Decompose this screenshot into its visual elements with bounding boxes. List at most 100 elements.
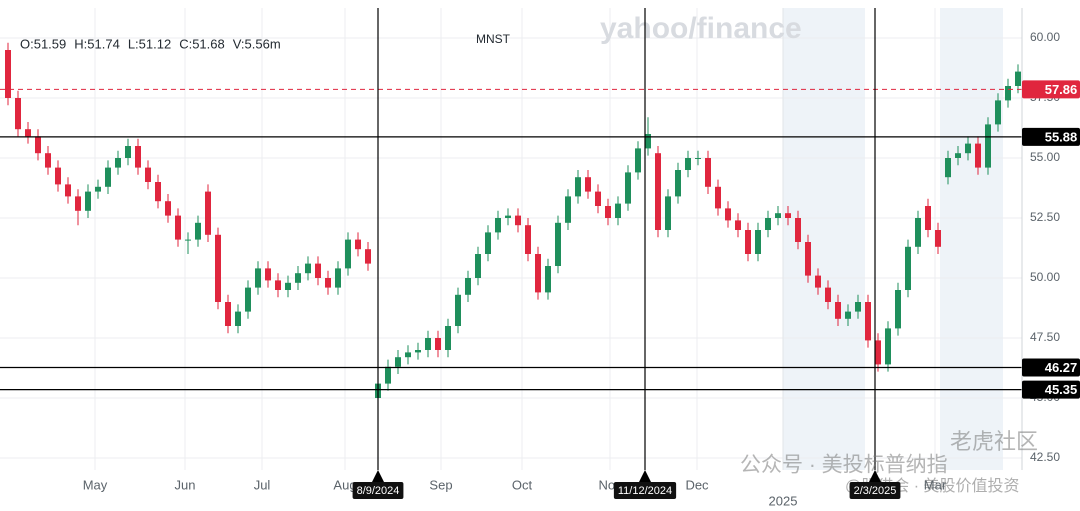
candle-body: [105, 167, 111, 187]
candle-body: [775, 213, 781, 218]
candle-body: [885, 328, 891, 365]
price-tag-label: 46.27: [1045, 360, 1078, 375]
candle-body: [1005, 86, 1011, 101]
price-tag-label: 57.86: [1045, 82, 1078, 97]
candle-body: [845, 311, 851, 319]
candle-body: [575, 177, 581, 197]
candle-body: [245, 287, 251, 312]
candle-body: [545, 266, 551, 293]
plot: [0, 8, 1022, 470]
candle-body: [525, 225, 531, 254]
candle-body: [125, 146, 131, 158]
candle-body: [595, 191, 601, 206]
candle-body: [295, 273, 301, 283]
candle-body: [685, 158, 691, 170]
candle-body: [765, 218, 771, 230]
candle-body: [605, 206, 611, 218]
date-marker-arrow: [869, 470, 881, 482]
price-tag: [1022, 80, 1080, 99]
candle-body: [675, 170, 681, 197]
candle-body: [925, 206, 931, 230]
candle-body: [405, 352, 411, 358]
candle-body: [255, 268, 261, 288]
candle-body: [285, 282, 291, 290]
candle-body: [145, 167, 151, 182]
candle-body: [25, 129, 31, 137]
candle-body: [485, 232, 491, 254]
candle-body: [195, 222, 201, 240]
candle-body: [35, 136, 41, 154]
candle-body: [225, 302, 231, 326]
x-tick-label: Mar: [924, 477, 947, 492]
watermark: 老虎社区: [950, 429, 1038, 454]
candle-body: [915, 218, 921, 247]
candle-body: [655, 153, 661, 230]
candle-body: [355, 239, 361, 250]
candle-body: [395, 357, 401, 367]
candle-body: [335, 268, 341, 288]
candle-body: [365, 249, 371, 264]
candle-body: [635, 148, 641, 173]
x-tick-label: Aug: [333, 477, 356, 492]
candle-body: [625, 172, 631, 204]
candle-body: [495, 218, 501, 233]
date-marker-arrow: [372, 470, 384, 482]
candle-body: [855, 302, 861, 312]
y-tick-label: 47.50: [1030, 330, 1060, 344]
candle-body: [55, 167, 61, 185]
candle-body: [155, 182, 161, 202]
candle-body: [565, 196, 571, 223]
candle-body: [515, 215, 521, 226]
candle-body: [695, 158, 701, 159]
candle-body: [805, 242, 811, 276]
candle-body: [955, 153, 961, 158]
candle-body: [965, 143, 971, 154]
candle-body: [265, 268, 271, 281]
y-tick-label: 52.50: [1030, 210, 1060, 224]
x-tick-label: Oct: [512, 477, 533, 492]
price-tag: [1022, 358, 1080, 377]
date-marker-label: 2/3/2025: [854, 485, 897, 497]
candle-body: [235, 311, 241, 326]
candle-body: [505, 215, 511, 218]
candle-body: [325, 278, 331, 288]
y-tick-label: 42.50: [1030, 450, 1060, 464]
candle-body: [1015, 71, 1021, 86]
candle-body: [715, 186, 721, 209]
y-tick-label: 55.00: [1030, 150, 1060, 164]
watermark: yahoo/finance: [600, 12, 802, 45]
candle-body: [385, 366, 391, 384]
candle-body: [645, 134, 651, 149]
candle-body: [85, 191, 91, 211]
candle-body: [935, 230, 941, 247]
candle-body: [755, 230, 761, 254]
candle-body: [895, 290, 901, 329]
price-tag-label: 55.88: [1045, 129, 1078, 144]
candle-body: [435, 338, 441, 350]
date-marker-box: [849, 482, 901, 499]
candle-body: [95, 186, 101, 192]
candle-body: [165, 201, 171, 216]
candle-body: [445, 326, 451, 350]
candle-body: [585, 177, 591, 192]
date-marker-label: 11/12/2024: [618, 485, 672, 497]
candle-body: [305, 263, 311, 274]
date-marker-label: 8/9/2024: [357, 485, 400, 497]
candle-body: [865, 302, 871, 341]
candle-body: [995, 100, 1001, 125]
candle-body: [985, 124, 991, 168]
price-tag: [1022, 127, 1080, 146]
candle-body: [945, 158, 951, 178]
x-tick-label: Sep: [429, 477, 452, 492]
chart-title: MNST: [476, 32, 511, 46]
x-tick-label: Dec: [685, 477, 709, 492]
candle-body: [115, 158, 121, 168]
grid: [0, 8, 1022, 470]
ohlc-readout: V:5.56m: [233, 36, 281, 51]
candle-body: [205, 191, 211, 235]
candle-body: [725, 208, 731, 221]
candle-body: [315, 263, 321, 278]
candle-body: [785, 213, 791, 218]
